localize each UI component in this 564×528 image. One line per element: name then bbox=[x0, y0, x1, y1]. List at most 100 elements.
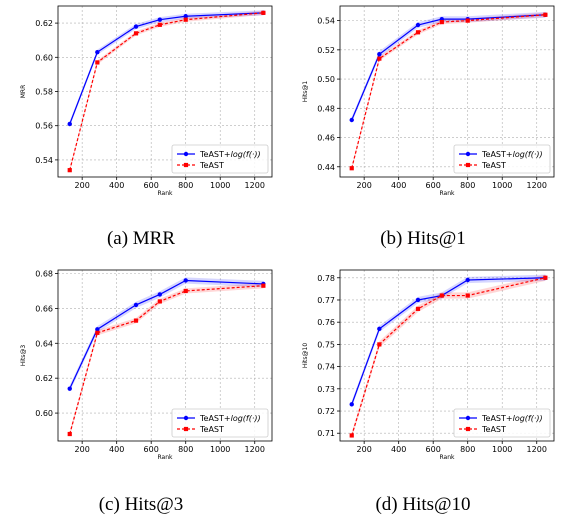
series-1-line bbox=[69, 285, 264, 435]
series-0-band bbox=[351, 11, 546, 123]
series-0-point bbox=[183, 14, 188, 19]
y-tick-label: 0.60 bbox=[35, 53, 53, 62]
x-tick-label: 1200 bbox=[245, 181, 265, 190]
y-axis-label: Hits@3 bbox=[20, 345, 27, 367]
series-0-line bbox=[351, 14, 546, 121]
y-tick-label: 0.64 bbox=[35, 339, 53, 348]
y-axis-label: Hits@10 bbox=[302, 343, 309, 368]
y-tick-label: 0.66 bbox=[35, 304, 53, 313]
y-tick-label: 0.71 bbox=[317, 429, 335, 438]
series-0-point bbox=[157, 292, 163, 297]
x-tick-label: 400 bbox=[109, 181, 124, 190]
y-tick-label: 0.62 bbox=[35, 19, 53, 28]
legend-swatch-marker bbox=[465, 162, 471, 168]
legend-swatch-marker bbox=[183, 415, 189, 421]
panel-hits3: 200 400 600 800 1000 1200 0.60 0.62 0.64 0.66 0.68… bbox=[0, 264, 282, 528]
x-tick-label: 800 bbox=[460, 181, 475, 190]
series-1-point bbox=[439, 293, 444, 298]
series-0-line bbox=[351, 277, 546, 405]
series-0-point bbox=[95, 327, 100, 332]
plot-frame bbox=[339, 5, 555, 178]
series-0-point bbox=[415, 22, 421, 28]
x-tick-label: 600 bbox=[144, 181, 159, 190]
y-tick-label: 0.76 bbox=[317, 318, 335, 327]
y-tick-label: 0.77 bbox=[317, 296, 335, 305]
y-tick-label: 0.73 bbox=[317, 385, 335, 394]
legend-swatch-marker bbox=[465, 151, 471, 157]
y-axis-label: MRR bbox=[20, 85, 27, 99]
y-tick-label: 0.60 bbox=[35, 409, 53, 418]
caption-hits10: (d) Hits@10 bbox=[375, 494, 471, 515]
series-1-line bbox=[351, 277, 546, 436]
legend-swatch-marker bbox=[465, 426, 471, 432]
series-0-point bbox=[349, 117, 354, 123]
x-tick-label: 1200 bbox=[527, 445, 547, 454]
x-tick-label: 800 bbox=[460, 445, 475, 454]
y-tick-label: 0.50 bbox=[317, 75, 335, 84]
chart-hits10: 200 400 600 800 1000 1200 0.71 0.72 0.73 0.74 0.75… bbox=[302, 269, 555, 461]
series-1-point bbox=[133, 318, 139, 323]
plot-frame bbox=[57, 269, 273, 442]
series-1-line bbox=[69, 12, 264, 171]
series-1-point bbox=[415, 30, 421, 35]
series-1-point bbox=[67, 168, 72, 173]
x-tick-label: 200 bbox=[75, 445, 90, 454]
series-1-point bbox=[183, 17, 188, 22]
series-0-point bbox=[415, 297, 421, 303]
series-0-point bbox=[157, 17, 163, 22]
series-0-line bbox=[69, 279, 264, 389]
y-tick-label: 0.74 bbox=[317, 363, 335, 372]
plot-frame bbox=[339, 269, 555, 442]
legend-swatch-marker bbox=[465, 415, 471, 421]
y-tick-label: 0.54 bbox=[35, 156, 53, 165]
chart-mrr: 200 400 600 800 1000 1200 0.54 0.56 0.58 0.60 0.62… bbox=[20, 5, 273, 197]
series-0-point bbox=[133, 302, 139, 308]
series-0-point bbox=[133, 24, 139, 29]
x-tick-label: 200 bbox=[75, 181, 90, 190]
series-1-point bbox=[261, 283, 266, 288]
x-tick-label: 400 bbox=[391, 181, 406, 190]
legend bbox=[171, 144, 269, 174]
series-1-point bbox=[183, 288, 188, 294]
series-1-point bbox=[377, 342, 382, 347]
y-tick-label: 0.62 bbox=[35, 374, 53, 383]
chart-hits3: 200 400 600 800 1000 1200 0.60 0.62 0.64 0.66 0.68… bbox=[20, 269, 273, 461]
legend bbox=[453, 408, 551, 438]
legend-entry-label: TeAST+log(f(·)) bbox=[481, 150, 543, 159]
series-0-point bbox=[349, 402, 354, 407]
panel-hits1: 200 400 600 800 1000 1200 0.44 0.46 0.48 0.50 0.52… bbox=[282, 0, 564, 264]
x-tick-label: 200 bbox=[357, 181, 372, 190]
y-tick-label: 0.56 bbox=[35, 122, 53, 131]
y-tick-label: 0.72 bbox=[317, 407, 335, 416]
y-tick-label: 0.44 bbox=[317, 163, 335, 172]
series-1-point bbox=[377, 56, 382, 61]
series-1-point bbox=[465, 18, 470, 23]
series-0-band bbox=[69, 10, 264, 127]
series-1-point bbox=[95, 330, 100, 335]
y-axis-label: Hits@1 bbox=[302, 81, 309, 103]
series-1-point bbox=[157, 299, 162, 304]
series-0-point bbox=[183, 278, 188, 283]
x-tick-label: 1000 bbox=[210, 445, 230, 454]
series-0-point bbox=[67, 386, 72, 391]
legend-entry-label: TeAST+log(f(·)) bbox=[199, 150, 261, 159]
series-1-line bbox=[351, 14, 546, 169]
x-axis-label: Rank bbox=[158, 454, 174, 461]
x-tick-label: 400 bbox=[109, 445, 124, 454]
x-tick-label: 1000 bbox=[492, 445, 512, 454]
x-tick-label: 1000 bbox=[492, 181, 512, 190]
series-1-point bbox=[543, 275, 548, 280]
series-1-point bbox=[349, 166, 354, 171]
x-axis-label: Rank bbox=[158, 190, 174, 197]
legend bbox=[171, 408, 269, 438]
y-tick-label: 0.54 bbox=[317, 17, 335, 26]
legend-entry-label: TeAST bbox=[481, 425, 506, 434]
series-0-point bbox=[67, 121, 72, 127]
series-0-point bbox=[465, 277, 470, 283]
series-1-point bbox=[349, 433, 354, 438]
series-0-line bbox=[69, 12, 264, 125]
x-axis-label: Rank bbox=[440, 454, 456, 461]
series-1-point bbox=[157, 22, 162, 27]
x-tick-label: 600 bbox=[426, 445, 441, 454]
legend-entry-label: TeAST bbox=[199, 161, 224, 170]
